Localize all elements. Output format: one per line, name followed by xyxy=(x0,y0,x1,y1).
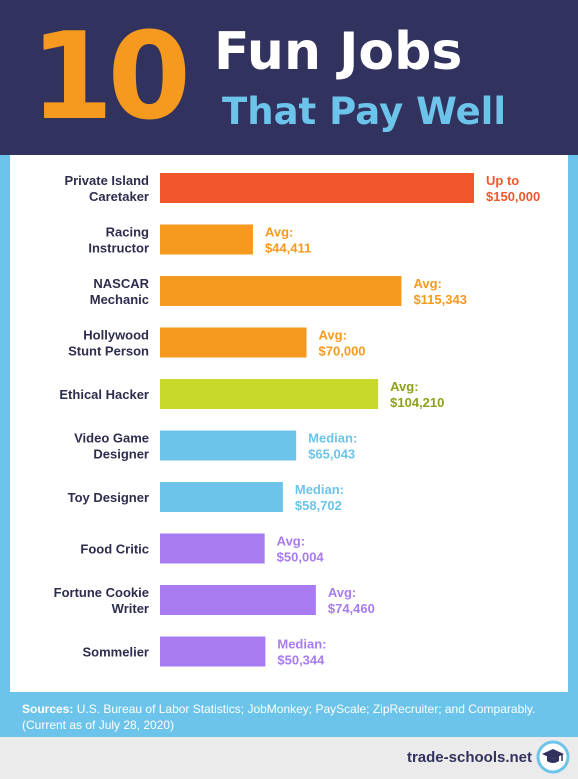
category-label: Ethical Hacker xyxy=(59,387,149,402)
graduation-cap-logo-icon xyxy=(536,740,570,774)
category-label: NASCAR Mechanic xyxy=(90,276,150,307)
category-label: Hollywood Stunt Person xyxy=(68,328,149,359)
title-number: 10 xyxy=(30,8,191,147)
footer-bar: trade-schools.net xyxy=(0,737,578,779)
value-label: Median: $50,344 xyxy=(277,637,326,668)
bar xyxy=(160,224,253,255)
bar xyxy=(160,482,283,512)
value-label: Median: $58,702 xyxy=(295,482,344,513)
value-label: Up to $150,000 xyxy=(486,173,540,204)
category-label: Video Game Designer xyxy=(74,431,149,462)
category-label: Toy Designer xyxy=(68,490,149,505)
bar xyxy=(160,585,316,615)
bar xyxy=(160,327,307,358)
category-label: Fortune Cookie Writer xyxy=(54,585,149,616)
title-line-2: That Pay Well xyxy=(222,90,507,133)
sources-note: Sources: U.S. Bureau of Labor Statistics… xyxy=(22,701,562,733)
bar xyxy=(160,276,402,306)
value-label: Avg: $44,411 xyxy=(265,225,311,256)
sources-label: Sources: xyxy=(22,702,74,716)
header-banner: 10 Fun Jobs That Pay Well xyxy=(0,0,578,155)
bar-chart: Private Island Caretaker Up to $150,000 Raci… xyxy=(54,173,540,668)
sources-text: U.S. Bureau of Labor Statistics; JobMonk… xyxy=(22,702,536,732)
category-label: Sommelier xyxy=(83,645,149,660)
bar xyxy=(160,533,265,564)
category-label: Private Island Caretaker xyxy=(64,173,149,204)
category-label: Food Critic xyxy=(80,542,149,557)
value-label: Avg: $70,000 xyxy=(319,328,366,359)
value-label: Avg: $115,343 xyxy=(413,276,467,307)
title-line-1: Fun Jobs xyxy=(214,22,463,82)
site-name[interactable]: trade-schools.net xyxy=(406,749,532,766)
value-label: Avg: $74,460 xyxy=(328,585,375,616)
category-label: Racing Instructor xyxy=(88,225,149,256)
value-label: Avg: $50,004 xyxy=(277,534,325,565)
bar xyxy=(160,173,474,203)
value-label: Avg: $104,210 xyxy=(390,379,444,410)
bar xyxy=(160,379,379,409)
bar xyxy=(160,430,297,461)
bar xyxy=(160,636,266,667)
value-label: Median: $65,043 xyxy=(308,431,357,462)
